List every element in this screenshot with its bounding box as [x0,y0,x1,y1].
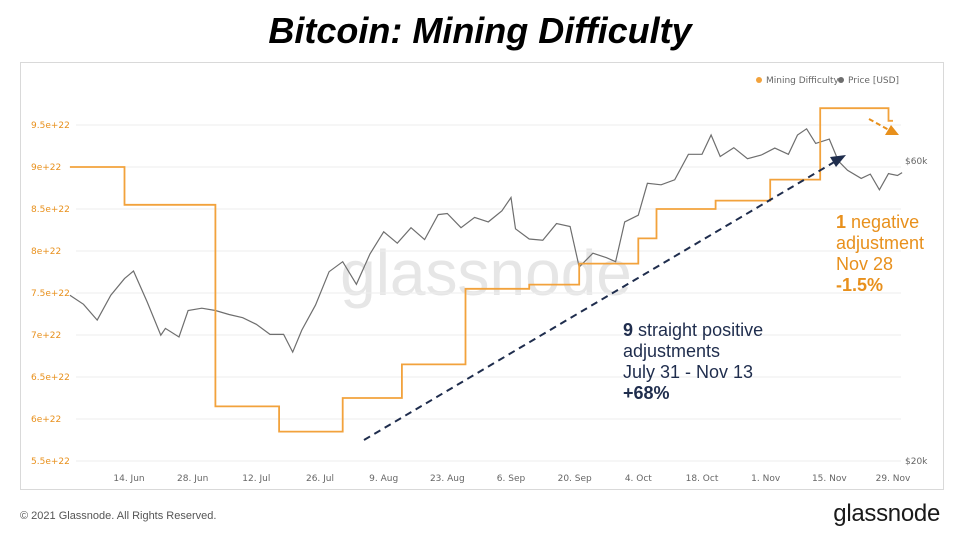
annotation-negative-text2: adjustment [836,233,925,253]
series-difficulty-line [69,107,893,433]
y-left-tick-label: 9e+22 [31,163,61,173]
y-left-tick-label: 6e+22 [31,415,61,425]
chart-svg: glassnode 5.5e+22 6e+22 6.5e+22 7e+22 7.5e+2… [31,76,928,484]
annotation-negative-pct: -1.5% [836,275,884,295]
annotation-positive-text2: adjustments [623,341,721,361]
positive-trend-arrowhead [830,155,846,167]
x-tick-label: 15. Nov [812,474,847,484]
positive-trend-arrow [363,160,837,441]
y-left-tick-label: 5.5e+22 [31,457,70,467]
annotation-positive-dates: July 31 - Nov 13 [623,362,754,382]
chart-frame: glassnode 5.5e+22 6e+22 6.5e+22 7e+22 7.5e+2… [20,62,944,490]
x-tick-label: 18. Oct [686,474,719,484]
grid-lines [76,124,901,462]
annotation-positive: 9 straight positive adjustments July 31 … [623,320,763,404]
annotation-negative-count: 1 [836,212,847,232]
y-left-tick-label: 8.5e+22 [31,205,70,215]
x-tick-label: 29. Nov [876,474,911,484]
y-left-tick-label: 9.5e+22 [31,121,70,131]
annotation-positive-count: 9 [623,320,634,340]
legend[interactable]: Mining Difficulty Price [USD] [756,76,899,86]
x-tick-label: 20. Sep [558,474,592,484]
y-left-tick-label: 6.5e+22 [31,373,70,383]
legend-price-swatch [838,77,844,83]
annotation-negative-dates: Nov 28 [836,254,894,274]
x-tick-label: 14. Jun [113,474,144,484]
y-left-tick-label: 7e+22 [31,331,61,341]
legend-price-label: Price [USD] [848,76,899,86]
x-tick-label: 23. Aug [430,474,465,484]
series-price-line [69,127,903,354]
footer-copyright: © 2021 Glassnode. All Rights Reserved. [20,510,217,522]
x-tick-label: 28. Jun [177,474,208,484]
chart-title: Bitcoin: Mining Difficulty [268,10,692,51]
x-tick-label: 26. Jul [306,474,334,484]
x-tick-label: 1. Nov [751,474,781,484]
annotation-negative-text1: negative [851,212,920,232]
x-axis: 14. Jun 28. Jun 12. Jul 26. Jul 9. Aug 23. Au… [113,474,911,484]
x-tick-label: 6. Sep [497,474,526,484]
footer-logo: glassnode [833,500,940,527]
x-tick-label: 4. Oct [625,474,652,484]
y-axis-right: $20k $60k [905,157,928,467]
legend-difficulty-swatch [756,77,762,83]
y-right-tick-label: $20k [905,457,928,467]
x-tick-label: 12. Jul [242,474,270,484]
negative-trend-arrow [868,118,890,131]
y-axis-left: 5.5e+22 6e+22 6.5e+22 7e+22 7.5e+22 8e+22 8.5e… [31,121,70,467]
y-left-tick-label: 8e+22 [31,247,61,257]
negative-trend-arrowhead [885,125,899,135]
legend-difficulty-label: Mining Difficulty [766,76,840,86]
annotation-negative: 1 negative adjustment Nov 28 -1.5% [836,212,924,296]
y-left-tick-label: 7.5e+22 [31,289,70,299]
annotation-positive-pct: +68% [623,383,670,403]
annotation-positive-text1: straight positive [638,320,764,340]
x-tick-label: 9. Aug [369,474,398,484]
watermark: glassnode [340,237,632,309]
y-right-tick-label: $60k [905,157,928,167]
